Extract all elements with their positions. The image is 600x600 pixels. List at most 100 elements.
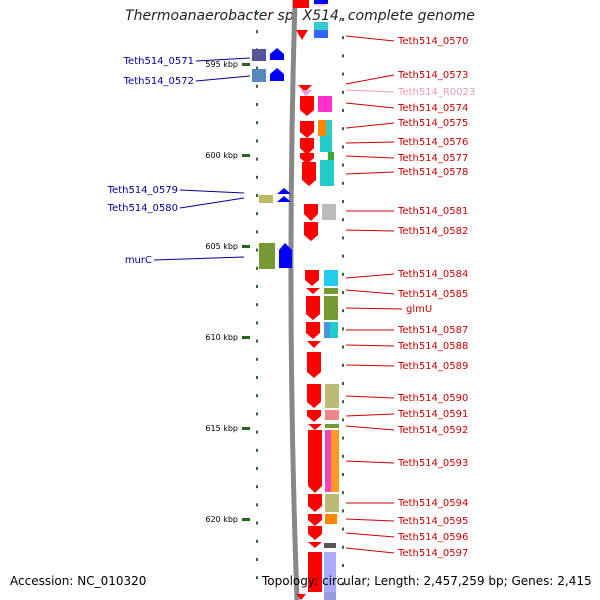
gene-label-teth514_0592[interactable]: Teth514_0592 bbox=[397, 425, 468, 436]
axis-dot bbox=[256, 412, 258, 416]
gene-label-teth514_0573[interactable]: Teth514_0573 bbox=[397, 70, 468, 81]
axis-dot-right bbox=[342, 18, 344, 21]
gene-label-teth514_0594[interactable]: Teth514_0594 bbox=[397, 498, 468, 509]
axis-dot bbox=[256, 103, 258, 106]
axis-dot bbox=[256, 157, 258, 161]
leader-line-right bbox=[345, 307, 403, 310]
leader-line-right bbox=[345, 289, 395, 295]
gene-arrow-0574 bbox=[300, 96, 314, 116]
leader-line-left bbox=[195, 57, 251, 62]
axis-dot-right bbox=[342, 127, 344, 131]
gene-label-teth514_0593[interactable]: Teth514_0593 bbox=[397, 458, 468, 469]
kbp-tick bbox=[242, 154, 250, 157]
gene-label-teth514_0590[interactable]: Teth514_0590 bbox=[397, 393, 468, 404]
gene-arrow-0592 bbox=[308, 424, 322, 430]
gene-label-teth514_0581[interactable]: Teth514_0581 bbox=[397, 206, 468, 217]
kbp-tick bbox=[242, 518, 250, 521]
axis-dot bbox=[256, 503, 258, 507]
axis-dot bbox=[256, 485, 258, 489]
axis-dot bbox=[256, 576, 258, 580]
gene-block-0593b bbox=[331, 430, 339, 492]
gene-block-bottom bbox=[324, 552, 336, 592]
leader-line-right bbox=[345, 102, 395, 109]
gene-block-0579 bbox=[259, 195, 273, 203]
gene-block-murC bbox=[259, 243, 275, 269]
gene-label-teth514_0580[interactable]: Teth514_0580 bbox=[107, 203, 178, 214]
gene-label-teth514_0584[interactable]: Teth514_0584 bbox=[397, 269, 468, 280]
gene-arrow-0577 bbox=[300, 153, 314, 164]
gene-arrow-0575 bbox=[300, 121, 314, 138]
axis-dot bbox=[256, 321, 258, 325]
axis-dot-right bbox=[342, 254, 344, 258]
gene-label-teth514_0597[interactable]: Teth514_0597 bbox=[397, 548, 468, 559]
kbp-axis: 595 kbp 600 kbp 605 kbp 610 kbp 615 kbp 620 k… bbox=[205, 12, 344, 586]
gene-block-bottom-b bbox=[324, 592, 336, 600]
gene-label-teth514_0577[interactable]: Teth514_0577 bbox=[397, 153, 468, 164]
gene-label-teth514_0588[interactable]: Teth514_0588 bbox=[397, 341, 468, 352]
axis-dot-right bbox=[342, 54, 344, 58]
axis-dot bbox=[256, 467, 258, 470]
axis-dot bbox=[256, 121, 258, 125]
gene-label-teth514_0596[interactable]: Teth514_0596 bbox=[397, 532, 468, 543]
gene-arrow-0594 bbox=[308, 494, 322, 512]
gene-label-teth514_0576[interactable]: Teth514_0576 bbox=[397, 137, 468, 148]
axis-dot bbox=[256, 430, 258, 434]
axis-dot-right bbox=[342, 491, 344, 495]
gene-block-0569 bbox=[293, 0, 309, 8]
gene-block-0585 bbox=[324, 288, 338, 294]
gene-arrow-0572 bbox=[270, 68, 284, 81]
gene-arrow-0581 bbox=[304, 204, 318, 221]
gene-label-teth514_0591[interactable]: Teth514_0591 bbox=[397, 409, 468, 420]
leader-line-right bbox=[345, 547, 395, 554]
kbp-tick-label: 620 kbp bbox=[205, 515, 238, 524]
kbp-tick-label: 595 kbp bbox=[205, 60, 238, 69]
gene-arrow-0582 bbox=[304, 222, 318, 241]
axis-dot-right bbox=[342, 418, 344, 422]
gene-block-0594 bbox=[325, 494, 339, 512]
axis-dot-right bbox=[342, 509, 344, 513]
gene-block-0575b bbox=[326, 120, 332, 136]
gene-arrow-bottom2 bbox=[296, 594, 306, 600]
gene-label-teth514_0595[interactable]: Teth514_0595 bbox=[397, 516, 468, 527]
axis-dot bbox=[256, 266, 258, 270]
gene-block-0587b bbox=[330, 322, 338, 338]
kbp-tick-label: 600 kbp bbox=[205, 151, 238, 160]
gene-label-murc[interactable]: murC bbox=[125, 255, 152, 266]
gene-label-teth514_0574[interactable]: Teth514_0574 bbox=[397, 103, 468, 114]
gene-label-teth514_0589[interactable]: Teth514_0589 bbox=[397, 361, 468, 372]
axis-dot-right bbox=[342, 582, 344, 586]
gene-block-0571 bbox=[252, 49, 266, 61]
map-title-text: Thermoanaerobacter sp. X514, complete ge… bbox=[125, 8, 475, 24]
leader-line-right bbox=[345, 171, 395, 175]
gene-block-0574 bbox=[318, 96, 332, 112]
gene-label-teth514_0570[interactable]: Teth514_0570 bbox=[397, 36, 468, 47]
gene-block-glmU bbox=[324, 296, 338, 320]
gene-arrow-0596 bbox=[308, 526, 322, 540]
leader-line-right bbox=[345, 460, 395, 464]
axis-dot bbox=[256, 394, 258, 398]
gene-block-0592 bbox=[325, 424, 339, 428]
gene-label-teth514_r0023[interactable]: Teth514_R0023 bbox=[397, 87, 475, 98]
gene-label-teth514_0572[interactable]: Teth514_0572 bbox=[123, 76, 194, 87]
axis-dot-right bbox=[342, 200, 344, 203]
axis-dot-right bbox=[342, 454, 344, 458]
gene-arrow-bottom bbox=[308, 552, 322, 592]
axis-dot bbox=[256, 84, 258, 88]
gene-label-teth514_0575[interactable]: Teth514_0575 bbox=[397, 118, 468, 129]
gene-label-teth514_0582[interactable]: Teth514_0582 bbox=[397, 226, 468, 237]
axis-dot bbox=[256, 521, 258, 525]
gene-block-0570b bbox=[314, 30, 328, 38]
leader-line-right bbox=[345, 344, 395, 347]
axis-dot bbox=[256, 285, 258, 288]
leader-line-right bbox=[345, 35, 395, 42]
axis-dot-right bbox=[342, 145, 344, 149]
axis-dot bbox=[256, 539, 258, 543]
gene-label-teth514_0587[interactable]: Teth514_0587 bbox=[397, 325, 468, 336]
gene-label-teth514_0579[interactable]: Teth514_0579 bbox=[107, 185, 178, 196]
gene-label-teth514_0585[interactable]: Teth514_0585 bbox=[397, 289, 468, 300]
gene-label-glmu[interactable]: glmU bbox=[406, 304, 432, 315]
gene-label-teth514_0578[interactable]: Teth514_0578 bbox=[397, 167, 468, 178]
gene-label-teth514_0571[interactable]: Teth514_0571 bbox=[123, 56, 194, 67]
right-gene-labels: Teth514_0570 Teth514_0573 Teth514_R0023 Tet… bbox=[397, 36, 475, 559]
